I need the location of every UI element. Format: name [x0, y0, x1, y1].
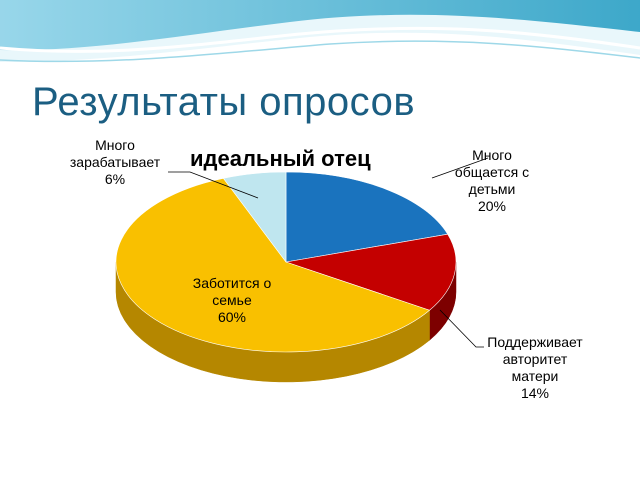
pie-leader-lines	[168, 157, 489, 348]
pie-label-3: Много зарабатывает 6%	[70, 137, 161, 187]
pie-label-1: Поддерживает авторитет матери 14%	[487, 334, 583, 401]
pie-slice-2	[115, 177, 431, 353]
pie-slice-1	[285, 233, 457, 311]
pie-labels: Много общается с детьми 20% Поддерживает авто…	[70, 137, 583, 401]
pie-slices	[115, 171, 457, 353]
pie-slice-0	[285, 171, 449, 263]
pie-label-0: Много общается с детьми 20%	[455, 147, 529, 214]
slide-title: Результаты опросов	[32, 80, 416, 124]
chart-title: идеальный отец	[190, 146, 371, 171]
leader-line-3	[168, 171, 259, 199]
leader-line-1	[439, 309, 484, 348]
pie-label-2: Заботится о семье 60%	[193, 275, 272, 325]
pie-slice-3	[222, 171, 287, 263]
leader-line-0	[431, 157, 489, 179]
